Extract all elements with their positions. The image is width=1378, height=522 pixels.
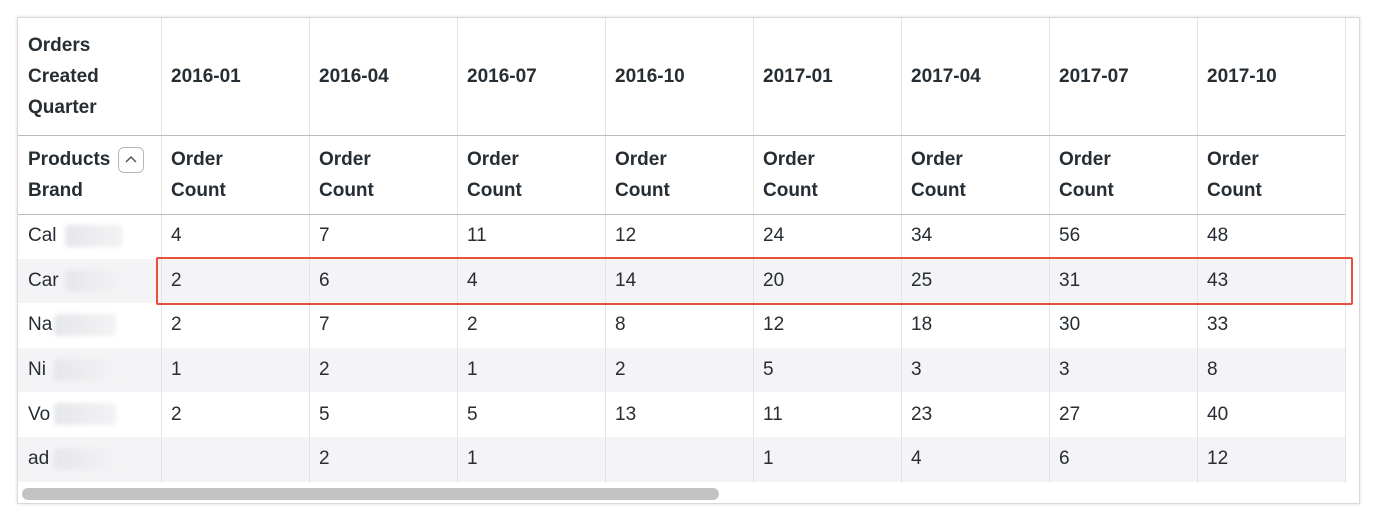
- row-stripe: [18, 347, 1345, 393]
- column-divider: [1049, 18, 1050, 483]
- row-highlight: [156, 256, 1353, 305]
- header-divider: [18, 135, 1345, 136]
- column-header[interactable]: 2017-10: [1207, 66, 1277, 87]
- value-cell: 5: [467, 403, 478, 425]
- column-divider: [309, 18, 310, 483]
- column-divider: [753, 18, 754, 483]
- redacted-text: [65, 269, 123, 292]
- column-divider: [605, 18, 606, 483]
- value-cell: 23: [911, 403, 933, 425]
- value-cell: 30: [1059, 314, 1081, 336]
- column-divider: [457, 18, 458, 483]
- row-stripe: [18, 258, 1345, 304]
- value-cell: 27: [1059, 403, 1081, 425]
- table-frame: Orders Created Quarter 2016-01 2016-04 2016…: [17, 17, 1360, 504]
- column-header[interactable]: 2016-04: [319, 66, 389, 87]
- value-cell: 8: [1207, 359, 1218, 381]
- measure-header[interactable]: Order Count: [615, 148, 670, 201]
- column-header[interactable]: 2016-07: [467, 66, 537, 87]
- brand-cell: ad: [28, 448, 50, 470]
- value-cell: 5: [763, 359, 774, 381]
- column-header[interactable]: 2017-04: [911, 66, 981, 87]
- column-header[interactable]: 2016-01: [171, 66, 241, 87]
- measure-header[interactable]: Order Count: [467, 148, 522, 201]
- value-cell: 40: [1207, 403, 1229, 425]
- value-cell: 18: [911, 314, 933, 336]
- value-cell: 8: [615, 314, 626, 336]
- value-cell: 43: [1207, 269, 1229, 291]
- value-cell: 12: [763, 314, 785, 336]
- row-stripe: [18, 437, 1345, 482]
- measure-header[interactable]: Order Count: [911, 148, 966, 201]
- value-cell: 1: [467, 448, 478, 470]
- brand-cell: Car: [28, 269, 59, 291]
- value-cell: 48: [1207, 225, 1229, 247]
- value-cell: 31: [1059, 269, 1081, 291]
- value-cell: 24: [763, 225, 785, 247]
- value-cell: 12: [1207, 448, 1229, 470]
- column-divider: [901, 18, 902, 483]
- value-cell: 2: [319, 359, 330, 381]
- value-cell: 34: [911, 225, 933, 247]
- measure-header[interactable]: Order Count: [171, 148, 226, 201]
- value-cell: 4: [171, 225, 182, 247]
- value-cell: 6: [1059, 448, 1070, 470]
- measure-header[interactable]: Order Count: [319, 148, 374, 201]
- value-cell: 14: [615, 269, 637, 291]
- value-cell: 11: [467, 225, 487, 247]
- brand-cell: Ni: [28, 359, 46, 381]
- value-cell: 4: [467, 269, 478, 291]
- row-header[interactable]: Products Brand: [18, 135, 161, 214]
- value-cell: [161, 437, 309, 482]
- value-cell: [605, 437, 753, 482]
- value-cell: 2: [319, 448, 330, 470]
- redacted-text: [54, 358, 116, 381]
- redacted-text: [54, 403, 116, 426]
- redacted-text: [54, 314, 116, 337]
- value-cell: 6: [319, 269, 330, 291]
- brand-cell: Cal: [28, 225, 57, 247]
- measure-header[interactable]: Order Count: [1207, 148, 1262, 201]
- column-divider: [1197, 18, 1198, 483]
- value-cell: 33: [1207, 314, 1229, 336]
- value-cell: 1: [467, 359, 478, 381]
- value-cell: 20: [763, 269, 785, 291]
- value-cell: 2: [171, 403, 182, 425]
- brand-cell: Na: [28, 314, 53, 336]
- value-cell: 11: [763, 403, 783, 425]
- value-cell: 12: [615, 225, 637, 247]
- value-cell: 3: [911, 359, 922, 381]
- value-cell: 2: [615, 359, 626, 381]
- pivot-header: Orders Created Quarter: [28, 35, 99, 118]
- measure-header[interactable]: Order Count: [1059, 148, 1114, 201]
- value-cell: 7: [319, 225, 330, 247]
- header-divider: [18, 214, 1345, 215]
- value-cell: 3: [1059, 359, 1070, 381]
- column-header[interactable]: 2016-10: [615, 66, 685, 87]
- value-cell: 25: [911, 269, 933, 291]
- value-cell: 7: [319, 314, 330, 336]
- column-header[interactable]: 2017-01: [763, 66, 833, 87]
- sort-icon: [125, 155, 137, 163]
- horizontal-scrollbar[interactable]: [22, 488, 719, 500]
- value-cell: 13: [615, 403, 637, 425]
- sort-button[interactable]: [118, 147, 144, 173]
- column-header[interactable]: 2017-07: [1059, 66, 1129, 87]
- value-cell: 1: [171, 359, 182, 381]
- redacted-text: [65, 225, 123, 247]
- value-cell: 2: [171, 314, 182, 336]
- value-cell: 2: [467, 314, 478, 336]
- column-divider: [161, 18, 162, 483]
- brand-cell: Vo: [28, 403, 51, 425]
- value-cell: 5: [319, 403, 330, 425]
- value-cell: 56: [1059, 225, 1081, 247]
- value-cell: 4: [911, 448, 922, 470]
- value-cell: 1: [763, 448, 774, 470]
- redacted-text: [54, 448, 116, 470]
- column-divider: [1345, 18, 1346, 483]
- measure-header[interactable]: Order Count: [763, 148, 818, 201]
- value-cell: 2: [171, 269, 182, 291]
